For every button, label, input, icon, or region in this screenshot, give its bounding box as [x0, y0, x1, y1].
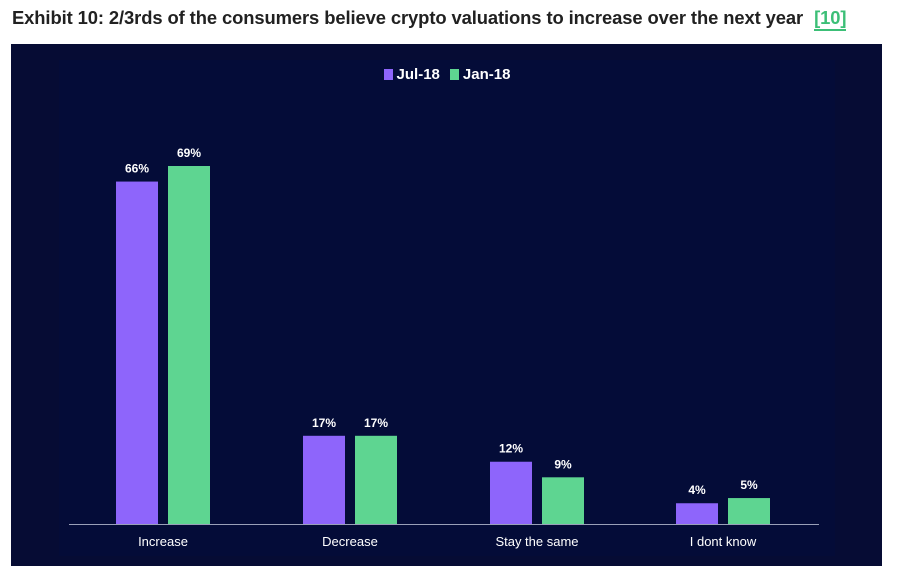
- bar-jul-18-i-dont-know: [676, 503, 718, 524]
- data-label-jan-18-increase: 69%: [177, 146, 201, 160]
- exhibit-title-text: Exhibit 10: 2/3rds of the consumers beli…: [12, 7, 804, 28]
- bar-jan-18-stay-the-same: [542, 477, 584, 524]
- data-label-jan-18-decrease: 17%: [364, 416, 388, 430]
- x-tick-label-increase: Increase: [138, 534, 188, 549]
- bar-jul-18-increase: [116, 181, 158, 524]
- bar-jan-18-increase: [168, 166, 210, 524]
- data-label-jul-18-increase: 66%: [125, 162, 149, 176]
- chart-legend: Jul-18 Jan-18: [59, 66, 835, 83]
- data-label-jul-18-i-dont-know: 4%: [688, 483, 706, 497]
- bar-chart: Jul-18 Jan-18 66% 69% Increase 17% 17% Decrea…: [59, 60, 835, 556]
- chart-panel: Jul-18 Jan-18 66% 69% Increase 17% 17% Decrea…: [11, 44, 882, 566]
- chart-plot-area: 66% 69% Increase 17% 17% Decrease 12% 9% Stay th…: [69, 146, 819, 549]
- bar-jul-18-decrease: [303, 435, 345, 524]
- legend-label-jul-18: Jul-18: [396, 66, 440, 83]
- bar-jan-18-decrease: [355, 435, 397, 524]
- legend-swatch-jul-18: [383, 69, 393, 80]
- data-label-jul-18-stay-the-same: 12%: [499, 442, 523, 456]
- x-tick-label-decrease: Decrease: [322, 534, 378, 549]
- x-tick-label-stay-the-same: Stay the same: [495, 534, 578, 549]
- exhibit-title: Exhibit 10: 2/3rds of the consumers beli…: [12, 4, 847, 32]
- legend-swatch-jan-18: [449, 69, 459, 80]
- legend-item-jan-18: Jan-18: [449, 66, 511, 83]
- data-label-jan-18-i-dont-know: 5%: [740, 478, 758, 492]
- x-tick-label-i-dont-know: I dont know: [690, 534, 757, 549]
- bar-jan-18-i-dont-know: [728, 498, 770, 524]
- legend-item-jul-18: Jul-18: [383, 66, 440, 83]
- legend-label-jan-18: Jan-18: [462, 66, 511, 83]
- reference-link[interactable]: [10]: [814, 7, 847, 31]
- bar-jul-18-stay-the-same: [490, 461, 532, 524]
- data-label-jul-18-decrease: 17%: [312, 416, 336, 430]
- data-label-jan-18-stay-the-same: 9%: [554, 457, 572, 471]
